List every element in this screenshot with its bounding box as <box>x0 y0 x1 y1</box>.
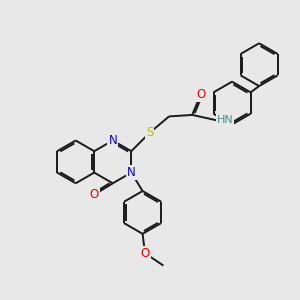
Text: S: S <box>146 126 153 139</box>
Text: O: O <box>196 88 205 101</box>
Text: O: O <box>140 247 150 260</box>
Text: O: O <box>90 188 99 201</box>
Text: HN: HN <box>217 115 233 125</box>
Text: N: N <box>108 134 117 147</box>
Text: N: N <box>127 166 136 179</box>
